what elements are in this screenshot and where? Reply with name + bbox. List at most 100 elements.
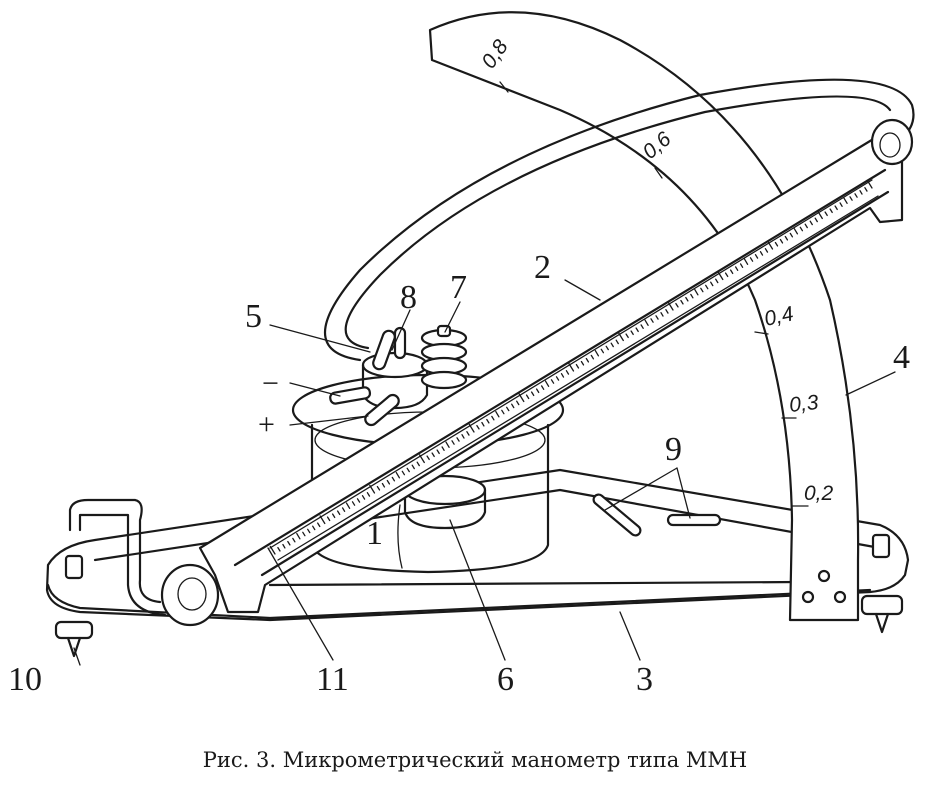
tube-scale-tick xyxy=(282,543,286,549)
tube-scale-tick xyxy=(717,271,724,281)
tube-scale-tick xyxy=(864,187,868,192)
tube-scale-tick xyxy=(680,299,684,305)
tube-scale-tick xyxy=(540,385,545,390)
tube-scale-tick xyxy=(560,373,565,378)
tube-scale-tick xyxy=(395,471,401,479)
callout-9: 9 xyxy=(665,431,682,468)
tube-scale-tick xyxy=(859,190,863,195)
tube-scale-tick xyxy=(292,537,296,543)
tube-scale-tick xyxy=(481,421,485,427)
tube-scale-tick xyxy=(369,484,376,494)
tube-scale-tick xyxy=(690,293,694,299)
callout-5: 5 xyxy=(245,298,262,335)
tube-scale-tick xyxy=(336,510,341,516)
tube-scale-tick xyxy=(468,423,475,433)
tube-scale-tick xyxy=(345,502,351,509)
adjustment-knob xyxy=(420,324,468,390)
tube-scale-tick xyxy=(784,235,789,241)
tube-scale-tick xyxy=(312,525,316,531)
tube-scale-tick xyxy=(550,379,555,384)
tube-scale-tick xyxy=(650,318,654,323)
tube-scale-tick xyxy=(406,467,410,473)
tube-scale-tick xyxy=(361,495,366,500)
tube-scale-tick xyxy=(356,498,361,503)
tube-scale-tick xyxy=(277,546,281,552)
callout-2: 2 xyxy=(534,249,551,286)
tube-scale-tick xyxy=(660,312,664,317)
tube-scale-tick xyxy=(401,470,406,476)
tube-scale-tick xyxy=(743,258,749,265)
leveling-foot-left xyxy=(54,554,94,658)
callout-4: 4 xyxy=(893,339,910,376)
tube-scale-tick xyxy=(501,409,505,415)
tube-scale-tick xyxy=(667,301,674,311)
tube-scale-tick xyxy=(436,449,440,455)
scale-label-0-3: 0,3 xyxy=(788,391,820,417)
tube-scale-tick xyxy=(296,532,301,540)
callout-10: 10 xyxy=(8,661,42,698)
tube-scale-ticks xyxy=(269,179,873,555)
tube-scale-tick xyxy=(675,302,679,308)
tube-scale-tick xyxy=(411,464,415,470)
tube-scale-tick xyxy=(635,327,639,333)
tube-scale-tick xyxy=(700,287,704,293)
tube-scale-tick xyxy=(834,205,838,211)
tube-scale-tick xyxy=(516,400,520,406)
tube-scale-tick xyxy=(495,410,500,418)
callout-7: 7 xyxy=(450,269,467,306)
tube-scale-tick xyxy=(590,354,595,360)
tube-scale-tick xyxy=(366,492,371,497)
tube-scale-tick xyxy=(816,210,823,220)
connecting-tube xyxy=(324,78,915,362)
tube-scale-tick xyxy=(445,441,450,448)
tube-scale-tick xyxy=(814,217,818,223)
tube-scale-tick xyxy=(416,461,420,467)
tube-scale-tick xyxy=(685,296,689,302)
tube-scale-tick xyxy=(734,266,739,271)
tube-scale-tick xyxy=(640,324,644,329)
tube-scale-tick xyxy=(600,348,605,354)
tube-scale-tick xyxy=(715,278,719,284)
tube-scale-tick xyxy=(341,507,346,512)
tube-scale-tick xyxy=(486,418,490,424)
tube-scale-tick xyxy=(655,315,659,320)
tube-scale-tick xyxy=(839,202,843,207)
tube-scale-tick xyxy=(759,251,764,256)
callout-1: 1 xyxy=(366,515,383,552)
tube-scale-tick xyxy=(594,349,600,357)
tube-scale-tick xyxy=(568,362,575,372)
tube-scale-tick xyxy=(491,415,495,421)
tube-scale-tick xyxy=(625,333,629,339)
tube-scale-tick xyxy=(615,339,619,345)
tube-scale-tick xyxy=(854,193,858,198)
scale-label-0-2: 0,2 xyxy=(804,482,834,505)
tube-scale-tick xyxy=(535,388,540,394)
tube-scale-tick xyxy=(617,332,624,342)
tube-scale-tick xyxy=(431,452,435,458)
tube-scale-tick xyxy=(829,208,833,214)
tube-scale-tick xyxy=(287,540,291,546)
tube-scale-tick xyxy=(381,482,386,488)
tube-scale-tick xyxy=(466,431,470,436)
tube-scale-tick xyxy=(451,440,455,445)
tube-scale-tick xyxy=(665,309,669,314)
tube-scale-tick xyxy=(307,528,311,534)
leveling-foot-right xyxy=(860,533,904,634)
tube-scale-tick xyxy=(764,248,769,253)
tube-scale-tick xyxy=(518,393,525,403)
tube-scale-tick xyxy=(418,454,425,464)
tube-scale-tick xyxy=(843,197,848,204)
tube-scale-tick xyxy=(331,513,336,519)
tube-scale-tick xyxy=(441,446,445,451)
tube-scale-tick xyxy=(555,376,560,381)
tube-scale-tick xyxy=(789,232,794,238)
tube-scale-tick xyxy=(866,179,873,189)
tube-scale-tick xyxy=(326,516,331,522)
tube-scale-tick xyxy=(767,240,774,250)
tube-scale-tick xyxy=(739,263,744,268)
callout-11: 11 xyxy=(316,661,349,698)
tube-scale-tick xyxy=(694,288,699,296)
callout-3: 3 xyxy=(636,661,653,698)
tube-scale-tick xyxy=(793,228,799,235)
valve-assembly xyxy=(329,326,429,427)
